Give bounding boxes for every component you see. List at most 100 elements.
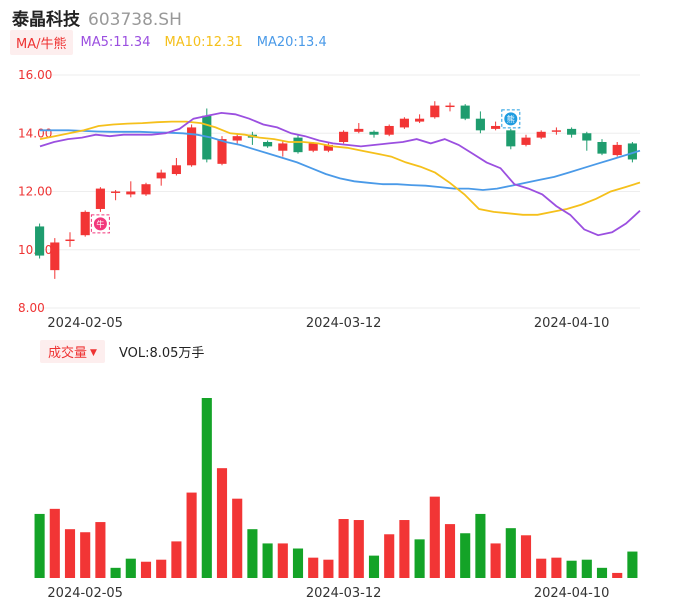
volume-bar (292, 548, 304, 578)
volume-bar (125, 558, 136, 578)
volume-bar (536, 558, 547, 578)
volume-bar (505, 528, 516, 578)
y-tick-label: 12.00 (18, 185, 52, 199)
candle-body (126, 191, 136, 195)
volume-bar (171, 541, 182, 578)
volume-bar (414, 539, 425, 578)
volume-bar (475, 513, 486, 578)
volume-type-selector[interactable]: 成交量 ▼ (40, 339, 105, 363)
bear-icon-label: 熊 (507, 114, 515, 124)
volume-bar (368, 555, 380, 578)
candle-body (80, 211, 90, 236)
volume-value: VOL:8.05万手 (118, 345, 205, 361)
volume-bar (384, 534, 395, 578)
candle-body (491, 125, 501, 129)
volume-x-tick-label: 2024-04-10 (534, 586, 610, 601)
candle-body (171, 165, 181, 175)
candle-body (612, 144, 622, 156)
candle-body (141, 184, 151, 195)
ma-type-selector[interactable]: MA/牛熊 (10, 29, 73, 55)
candle-body (323, 144, 333, 151)
volume-bar (460, 533, 471, 578)
stock-name: 泰晶科技 (12, 10, 80, 30)
volume-bar (581, 559, 592, 578)
volume-bar (34, 513, 45, 578)
volume-bar (277, 543, 288, 578)
volume-bar (353, 520, 364, 578)
volume-bar (323, 559, 334, 578)
candle-body (627, 143, 637, 160)
volume-bar (566, 560, 577, 578)
volume-bar (156, 559, 167, 578)
candle-body (308, 143, 318, 151)
title-row: 泰晶科技 603738.SH (12, 5, 182, 30)
volume-bar (186, 492, 197, 578)
candle-body (475, 118, 485, 131)
volume-bar (95, 522, 106, 578)
x-tick-label: 2024-04-10 (534, 316, 610, 331)
bull-icon-label: 牛 (96, 219, 104, 229)
candle-body (506, 130, 516, 147)
candle-body (187, 127, 197, 166)
stock-code: 603738.SH (88, 10, 182, 30)
volume-bar (140, 561, 152, 578)
y-tick-label: 8.00 (18, 301, 45, 315)
volume-type-label: 成交量 (48, 345, 88, 361)
ma20-value: MA20:13.4 (256, 34, 327, 50)
volume-bar (216, 468, 228, 578)
candle-body (35, 226, 45, 256)
candle-body (384, 125, 394, 135)
volume-x-tick-label: 2024-03-12 (306, 586, 382, 601)
candle-body (445, 105, 455, 108)
volume-indicator-bar: 成交量 ▼ VOL:8.05万手 (40, 339, 205, 363)
bear-icon (504, 112, 518, 126)
candle-body (278, 143, 288, 151)
volume-bar (110, 567, 121, 578)
volume-bar (201, 398, 212, 578)
volume-bar (551, 557, 562, 578)
candle-body (202, 115, 212, 160)
candle-body (399, 118, 409, 128)
candle-body (369, 131, 379, 135)
volume-bar (49, 508, 60, 578)
candle-body (460, 105, 470, 119)
bull-icon-frame (90, 214, 110, 234)
volume-x-tick-label: 2024-02-05 (47, 586, 123, 601)
volume-bar (520, 535, 532, 578)
candle-body (293, 137, 303, 153)
volume-bar (627, 551, 638, 578)
candle-body (217, 139, 227, 164)
candle-body (521, 137, 531, 145)
candle-body (582, 133, 592, 141)
volume-bar (232, 498, 243, 578)
candle-body (567, 128, 577, 135)
volume-bar (262, 543, 273, 578)
volume-bar (247, 529, 258, 578)
volume-bar (429, 496, 440, 578)
volume-bar (612, 572, 623, 578)
candle-body (232, 136, 242, 141)
ma5-value: MA5:11.34 (80, 34, 151, 50)
bull-icon (93, 217, 107, 231)
ma20-line (40, 129, 641, 191)
volume-bar (490, 543, 501, 578)
candle-body (354, 128, 364, 132)
candle-body (65, 239, 75, 242)
ma10-value: MA10:12.31 (164, 34, 243, 50)
volume-bar (338, 519, 349, 578)
ma-type-label: MA/牛熊 (16, 36, 67, 52)
x-tick-label: 2024-03-12 (306, 316, 382, 331)
ma5-line (39, 111, 641, 237)
volume-bar (596, 567, 608, 578)
candle-body (263, 141, 273, 147)
candle-body (111, 191, 121, 193)
candle-body (50, 242, 60, 271)
y-tick-label: 16.00 (18, 68, 52, 82)
bear-icon-frame (501, 109, 521, 129)
ma10-line (39, 120, 641, 216)
ma-indicator-bar: MA/牛熊 MA5:11.34 MA10:12.31 MA20:13.4 (10, 29, 341, 55)
volume-bar (308, 557, 319, 578)
x-tick-label: 2024-02-05 (47, 316, 123, 331)
candle-body (156, 172, 166, 179)
